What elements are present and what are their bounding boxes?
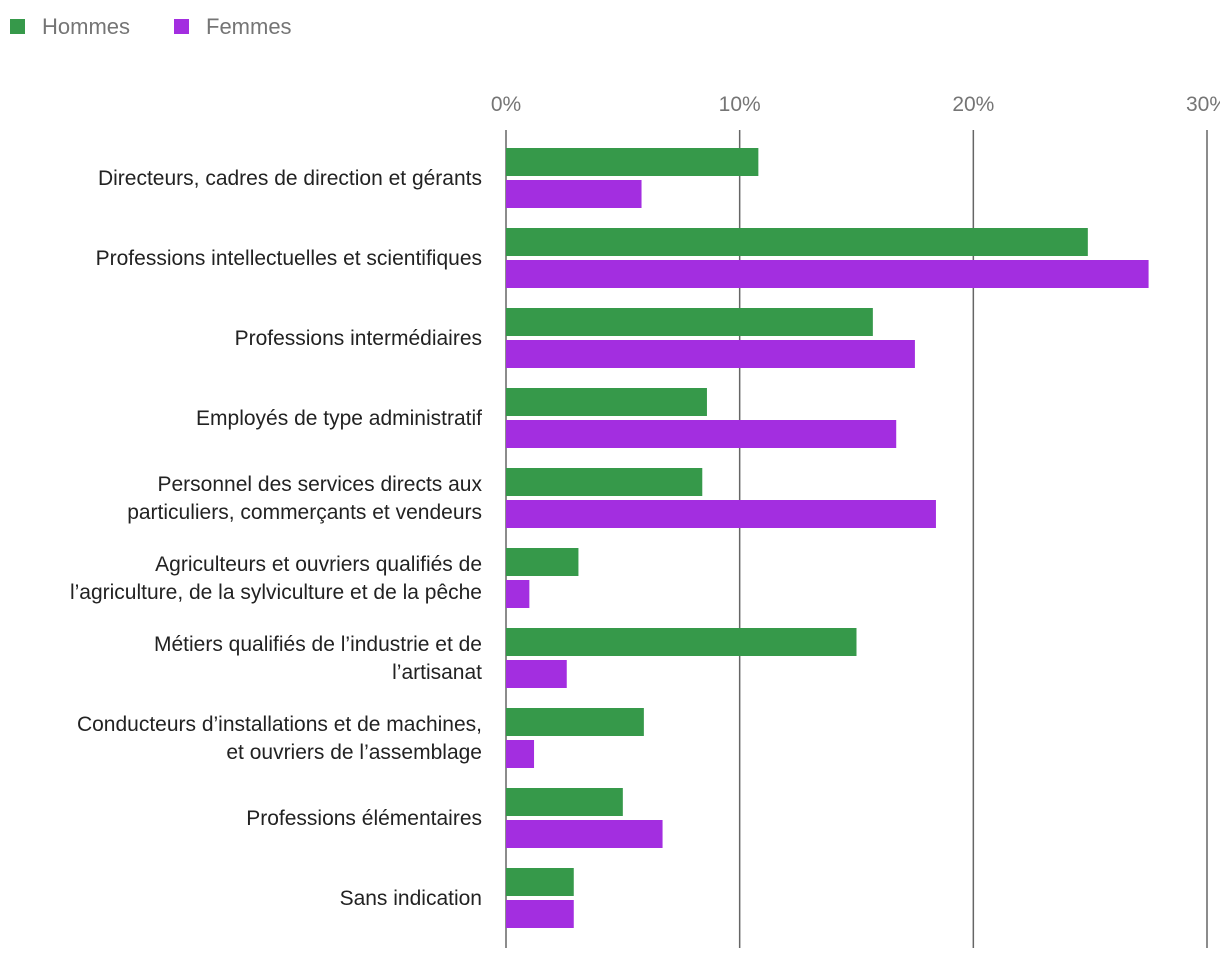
bar-hommes xyxy=(506,788,623,816)
bar-femmes xyxy=(506,260,1149,288)
bar-hommes xyxy=(506,868,574,896)
x-tick-label: 0% xyxy=(491,93,521,116)
category-label: Professions intellectuelles et scientifi… xyxy=(96,247,482,270)
x-tick-label: 20% xyxy=(952,93,994,116)
category-label: Agriculteurs et ouvriers qualifiés de xyxy=(155,553,482,576)
category-label: et ouvriers de l’assemblage xyxy=(226,741,482,764)
bar-hommes xyxy=(506,628,857,656)
x-tick-label: 30% xyxy=(1186,93,1220,116)
bar-hommes xyxy=(506,468,703,496)
bar-hommes xyxy=(506,708,644,736)
category-label: particuliers, commerçants et vendeurs xyxy=(127,501,482,524)
category-label: Conducteurs d’installations et de machin… xyxy=(77,713,482,736)
bar-hommes xyxy=(506,308,873,336)
bar-femmes xyxy=(506,580,530,608)
bar-femmes xyxy=(506,340,915,368)
bar-hommes xyxy=(506,388,707,416)
bar-femmes xyxy=(506,180,642,208)
category-label: Professions élémentaires xyxy=(246,807,482,830)
bar-femmes xyxy=(506,660,567,688)
bar-femmes xyxy=(506,420,897,448)
bar-femmes xyxy=(506,900,574,928)
category-label: Employés de type administratif xyxy=(196,407,482,430)
bar-femmes xyxy=(506,740,535,768)
category-label: l’agriculture, de la sylviculture et de … xyxy=(70,581,482,604)
category-label: Personnel des services directs aux xyxy=(158,473,483,496)
category-label: Métiers qualifiés de l’industrie et de xyxy=(154,633,482,656)
bar-femmes xyxy=(506,820,663,848)
x-tick-label: 10% xyxy=(719,93,761,116)
legend-swatch-hommes xyxy=(10,19,25,34)
category-label: Professions intermédiaires xyxy=(235,327,482,350)
bar-hommes xyxy=(506,148,759,176)
legend-swatch-femmes xyxy=(174,19,189,34)
legend-label-hommes: Hommes xyxy=(42,14,130,39)
category-label: Directeurs, cadres de direction et géran… xyxy=(98,167,482,190)
category-label: l’artisanat xyxy=(392,661,482,684)
bar-hommes xyxy=(506,228,1088,256)
bar-femmes xyxy=(506,500,936,528)
bar-hommes xyxy=(506,548,579,576)
category-label: Sans indication xyxy=(340,887,482,910)
legend-label-femmes: Femmes xyxy=(206,14,292,39)
